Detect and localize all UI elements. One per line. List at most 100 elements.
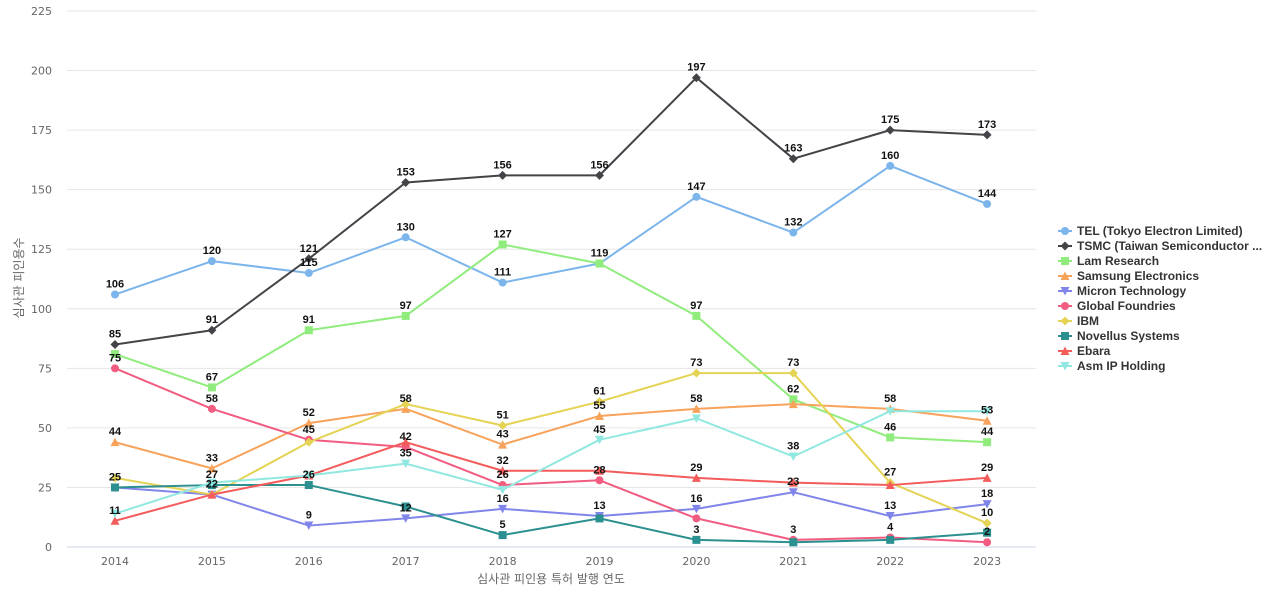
data-point-micron-technology[interactable] xyxy=(982,500,992,509)
data-label-ibm: 27 xyxy=(884,467,896,479)
legend-item-asm-ip-holding[interactable]: Asm IP Holding xyxy=(1058,359,1165,373)
data-point-novellus-systems[interactable] xyxy=(692,535,701,544)
data-point-asm-ip-holding[interactable] xyxy=(207,478,217,488)
data-point-global-foundries[interactable] xyxy=(983,538,992,547)
data-point-ebara[interactable] xyxy=(207,490,217,499)
data-point-samsung-electronics[interactable] xyxy=(982,416,992,425)
legend-item-tel-tokyo-electron-limited[interactable]: TEL (Tokyo Electron Limited) xyxy=(1058,224,1243,238)
data-point-lam-research[interactable] xyxy=(498,240,507,249)
legend-item-ibm[interactable]: IBM xyxy=(1058,314,1099,328)
data-point-tel-tokyo-electron-limited[interactable] xyxy=(692,192,701,201)
data-point-tsmc-taiwan-semiconductor[interactable] xyxy=(110,340,120,350)
data-point-lam-research[interactable] xyxy=(886,433,895,442)
data-point-novellus-systems[interactable] xyxy=(401,502,410,511)
data-point-micron-technology[interactable] xyxy=(304,521,314,531)
data-point-novellus-systems[interactable] xyxy=(886,535,895,544)
legend-item-novellus-systems[interactable]: Novellus Systems xyxy=(1058,329,1180,343)
data-point-novellus-systems[interactable] xyxy=(498,531,507,540)
data-point-lam-research[interactable] xyxy=(983,438,992,447)
data-point-tel-tokyo-electron-limited[interactable] xyxy=(304,269,313,278)
data-point-samsung-electronics[interactable] xyxy=(788,399,798,409)
data-point-ebara[interactable] xyxy=(498,466,508,475)
data-point-ibm[interactable] xyxy=(982,518,992,528)
data-point-novellus-systems[interactable] xyxy=(595,514,604,523)
data-point-ibm[interactable] xyxy=(691,368,701,378)
data-point-tsmc-taiwan-semiconductor[interactable] xyxy=(885,125,895,135)
data-point-asm-ip-holding[interactable] xyxy=(110,509,120,519)
data-point-micron-technology[interactable] xyxy=(498,504,508,514)
data-point-global-foundries[interactable] xyxy=(595,476,604,485)
data-point-ibm[interactable] xyxy=(401,399,411,409)
data-point-micron-technology[interactable] xyxy=(788,488,798,497)
data-point-samsung-electronics[interactable] xyxy=(304,418,314,428)
data-point-micron-technology[interactable] xyxy=(691,504,701,514)
data-point-novellus-systems[interactable] xyxy=(789,538,798,547)
data-point-tsmc-taiwan-semiconductor[interactable] xyxy=(595,170,604,180)
data-point-samsung-electronics[interactable] xyxy=(110,437,120,447)
data-point-ibm[interactable] xyxy=(788,368,798,378)
data-point-lam-research[interactable] xyxy=(111,350,119,359)
data-point-ebara[interactable] xyxy=(788,478,798,487)
data-point-micron-technology[interactable] xyxy=(401,514,411,523)
data-point-lam-research[interactable] xyxy=(595,259,604,268)
legend-item-micron-technology[interactable]: Micron Technology xyxy=(1058,284,1186,298)
data-point-asm-ip-holding[interactable] xyxy=(788,452,798,461)
data-point-samsung-electronics[interactable] xyxy=(498,440,508,449)
data-point-asm-ip-holding[interactable] xyxy=(498,485,508,495)
data-point-ebara[interactable] xyxy=(982,473,992,482)
data-point-novellus-systems[interactable] xyxy=(304,481,313,490)
data-point-ebara[interactable] xyxy=(401,437,411,447)
data-point-novellus-systems[interactable] xyxy=(983,528,992,537)
data-point-asm-ip-holding[interactable] xyxy=(304,471,314,481)
data-point-tsmc-taiwan-semiconductor[interactable] xyxy=(498,170,508,180)
data-point-tsmc-taiwan-semiconductor[interactable] xyxy=(304,254,314,264)
data-point-asm-ip-holding[interactable] xyxy=(691,414,701,423)
data-point-ebara[interactable] xyxy=(691,473,701,482)
data-point-lam-research[interactable] xyxy=(207,383,216,392)
data-point-lam-research[interactable] xyxy=(692,311,701,320)
data-point-ibm[interactable] xyxy=(498,421,508,431)
data-point-tel-tokyo-electron-limited[interactable] xyxy=(111,290,119,299)
data-point-tel-tokyo-electron-limited[interactable] xyxy=(401,233,410,242)
data-point-tel-tokyo-electron-limited[interactable] xyxy=(886,161,895,170)
data-point-tel-tokyo-electron-limited[interactable] xyxy=(498,278,507,287)
legend-item-ebara[interactable]: Ebara xyxy=(1058,344,1111,358)
y-tick-label: 75 xyxy=(38,362,52,375)
data-point-novellus-systems[interactable] xyxy=(111,483,119,492)
data-point-lam-research[interactable] xyxy=(789,395,798,404)
data-point-asm-ip-holding[interactable] xyxy=(595,435,604,445)
data-point-ibm[interactable] xyxy=(304,437,314,447)
series-lam-research xyxy=(111,240,992,447)
data-point-ebara[interactable] xyxy=(595,466,604,475)
data-point-tsmc-taiwan-semiconductor[interactable] xyxy=(207,325,217,335)
data-point-ebara[interactable] xyxy=(110,516,120,525)
data-point-tsmc-taiwan-semiconductor[interactable] xyxy=(788,154,798,164)
data-point-asm-ip-holding[interactable] xyxy=(885,407,895,416)
data-point-lam-research[interactable] xyxy=(304,326,313,335)
data-point-asm-ip-holding[interactable] xyxy=(401,459,411,469)
data-point-tel-tokyo-electron-limited[interactable] xyxy=(983,199,992,208)
legend-item-lam-research[interactable]: Lam Research xyxy=(1058,254,1159,268)
data-point-tel-tokyo-electron-limited[interactable] xyxy=(789,228,798,237)
data-label-micron-technology: 13 xyxy=(884,500,896,512)
data-point-tsmc-taiwan-semiconductor[interactable] xyxy=(401,178,411,188)
legend-item-tsmc-taiwan-semiconductor[interactable]: TSMC (Taiwan Semiconductor ... xyxy=(1058,239,1262,253)
data-point-lam-research[interactable] xyxy=(401,311,410,320)
data-point-samsung-electronics[interactable] xyxy=(207,463,217,473)
data-point-ebara[interactable] xyxy=(885,480,895,490)
data-point-global-foundries[interactable] xyxy=(111,364,119,373)
data-point-tsmc-taiwan-semiconductor[interactable] xyxy=(691,73,701,83)
data-point-tsmc-taiwan-semiconductor[interactable] xyxy=(982,130,992,140)
legend-item-global-foundries[interactable]: Global Foundries xyxy=(1058,299,1176,313)
data-point-asm-ip-holding[interactable] xyxy=(982,407,992,416)
data-point-tel-tokyo-electron-limited[interactable] xyxy=(207,257,216,266)
data-point-ibm[interactable] xyxy=(595,397,604,407)
data-point-global-foundries[interactable] xyxy=(207,404,216,413)
data-point-global-foundries[interactable] xyxy=(692,514,701,523)
data-point-micron-technology[interactable] xyxy=(885,512,895,521)
legend-item-samsung-electronics[interactable]: Samsung Electronics xyxy=(1058,269,1199,283)
data-point-ibm[interactable] xyxy=(110,473,120,483)
data-point-samsung-electronics[interactable] xyxy=(691,404,701,413)
data-point-samsung-electronics[interactable] xyxy=(595,411,604,420)
data-point-samsung-electronics[interactable] xyxy=(401,404,411,413)
